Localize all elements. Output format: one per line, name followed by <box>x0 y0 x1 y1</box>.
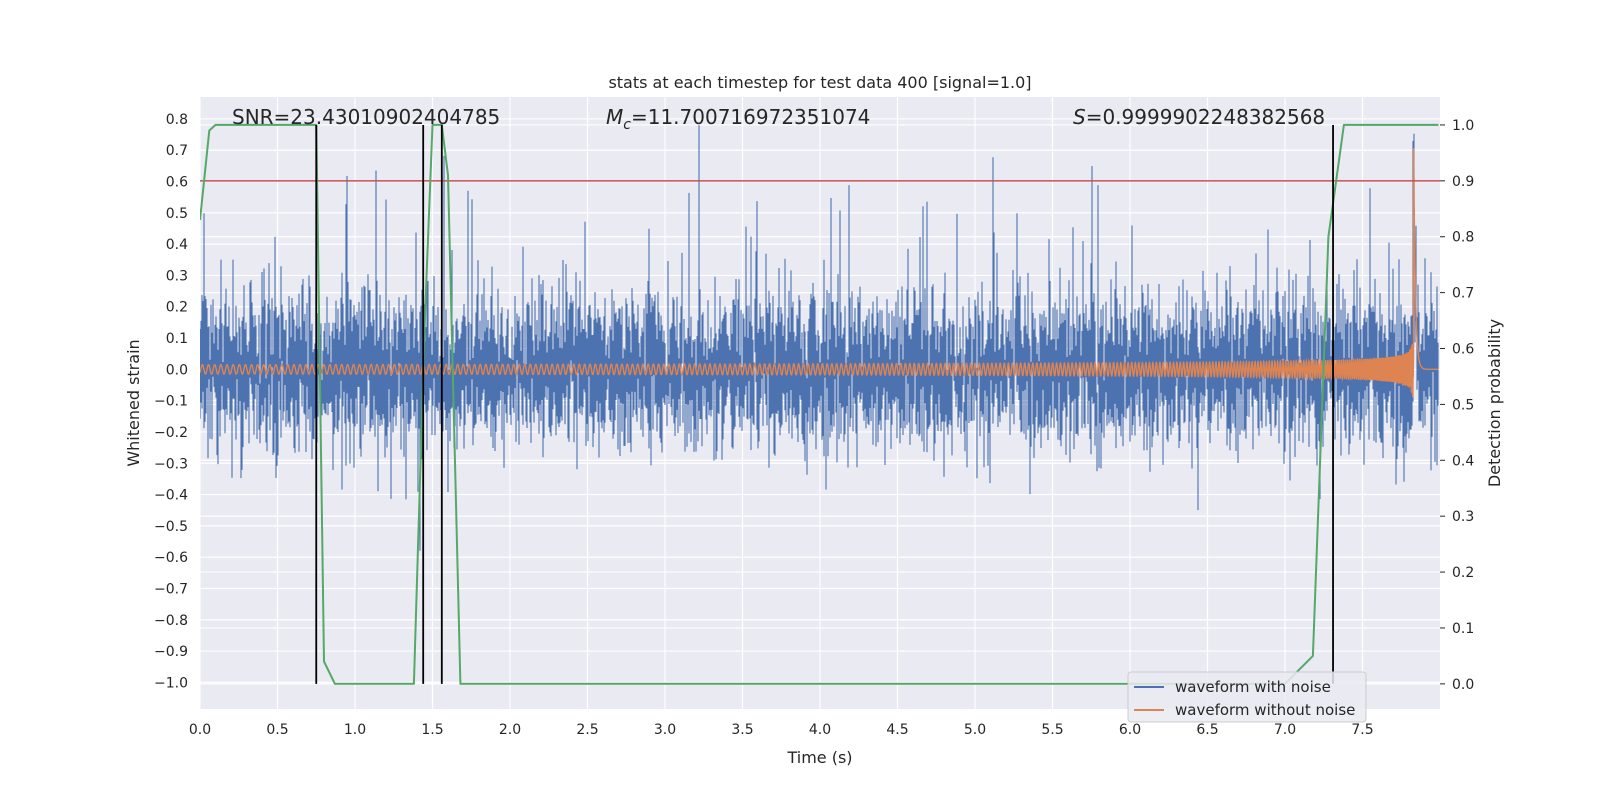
y-tick-label-left: 0.7 <box>166 143 188 159</box>
y-tick-label-right: 0.3 <box>1452 509 1474 525</box>
x-tick-label: 0.0 <box>189 722 211 738</box>
x-tick-label: 3.5 <box>731 722 753 738</box>
x-tick-label: 1.5 <box>421 722 443 738</box>
x-tick-label: 4.0 <box>809 722 831 738</box>
x-tick-label: 2.0 <box>499 722 521 738</box>
x-tick-label: 5.5 <box>1041 722 1063 738</box>
x-tick-label: 5.0 <box>964 722 986 738</box>
y-tick-label-right: 0.6 <box>1452 342 1474 358</box>
axes-layer: 0.0 0.5 1.0 1.5 2.0 2.5 3.0 3.5 4.0 4.5 5.0 5.5 6.0 6… <box>154 112 1474 738</box>
y-tick-label-left: −0.6 <box>154 550 188 566</box>
series-waveform-with-noise <box>200 125 1439 551</box>
legend-entry-noise: waveform with noise <box>1175 678 1331 696</box>
legend-entry-clean: waveform without noise <box>1175 701 1355 719</box>
y-tick-label-left: 0.6 <box>166 175 188 191</box>
y-tick-label-left: −0.4 <box>154 488 188 504</box>
y-tick-label-left: 0.5 <box>166 206 188 222</box>
y-tick-label-right: 0.9 <box>1452 174 1474 190</box>
legend-box <box>1127 671 1367 723</box>
chart-title: stats at each timestep for test data 400… <box>608 73 1031 92</box>
y-tick-label-right: 0.4 <box>1452 453 1474 469</box>
y-tick-label-left: 0.2 <box>166 300 188 316</box>
y-tick-label-right: 0.0 <box>1452 677 1474 693</box>
snr-annotation: SNR=23.43010902404785 <box>232 105 500 129</box>
y-tick-label-left: 0.0 <box>166 362 188 378</box>
x-tick-label: 7.0 <box>1274 722 1296 738</box>
y-tick-label-right: 0.8 <box>1452 230 1474 246</box>
x-tick-label: 2.5 <box>576 722 598 738</box>
chirp-mass-subscript: c <box>623 117 631 133</box>
s-symbol: S <box>1073 105 1086 129</box>
y-axis-label-left: Whitened strain <box>124 339 143 466</box>
s-annotation: S=0.9999902248382568 <box>1073 105 1325 129</box>
y-tick-label-left: −0.5 <box>154 519 188 535</box>
y-tick-label-left: −0.3 <box>154 456 188 472</box>
y-tick-label-right: 0.7 <box>1452 286 1474 302</box>
x-tick-label: 7.5 <box>1351 722 1373 738</box>
y-tick-label-left: −0.8 <box>154 613 188 629</box>
y-tick-label-left: 0.3 <box>166 268 188 284</box>
x-tick-label: 3.0 <box>654 722 676 738</box>
y-axis-label-right: Detection probability <box>1485 319 1504 487</box>
x-tick-label: 6.0 <box>1119 722 1141 738</box>
y-tick-label-left: −0.2 <box>154 425 188 441</box>
series-waveform-without-noise <box>200 147 1439 398</box>
y-tick-label-left: −0.7 <box>154 581 188 597</box>
y-tick-label-left: −1.0 <box>154 675 188 691</box>
y-tick-label-left: −0.1 <box>154 394 188 410</box>
y-tick-label-left: 0.8 <box>166 112 188 128</box>
y-tick-label-left: 0.4 <box>166 237 188 253</box>
chirp-mass-symbol: M <box>606 105 623 129</box>
y-tick-label-right: 0.1 <box>1452 621 1474 637</box>
x-tick-label: 6.5 <box>1196 722 1218 738</box>
x-tick-label: 1.0 <box>344 722 366 738</box>
y-tick-label-right: 0.2 <box>1452 565 1474 581</box>
x-tick-label: 0.5 <box>266 722 288 738</box>
x-axis-label: Time (s) <box>786 748 852 767</box>
y-tick-label-left: −0.9 <box>154 644 188 660</box>
x-tick-label: 4.5 <box>886 722 908 738</box>
y-tick-label-left: 0.1 <box>166 331 188 347</box>
s-value: =0.9999902248382568 <box>1086 105 1325 129</box>
y-tick-label-right: 0.5 <box>1452 397 1474 413</box>
y-tick-label-right: 1.0 <box>1452 118 1474 134</box>
chirp-mass-value: =11.700716972351074 <box>631 105 870 129</box>
chirp-mass-annotation: Mc=11.700716972351074 <box>606 105 870 133</box>
legend: waveform with noise waveform without noi… <box>1127 671 1367 723</box>
